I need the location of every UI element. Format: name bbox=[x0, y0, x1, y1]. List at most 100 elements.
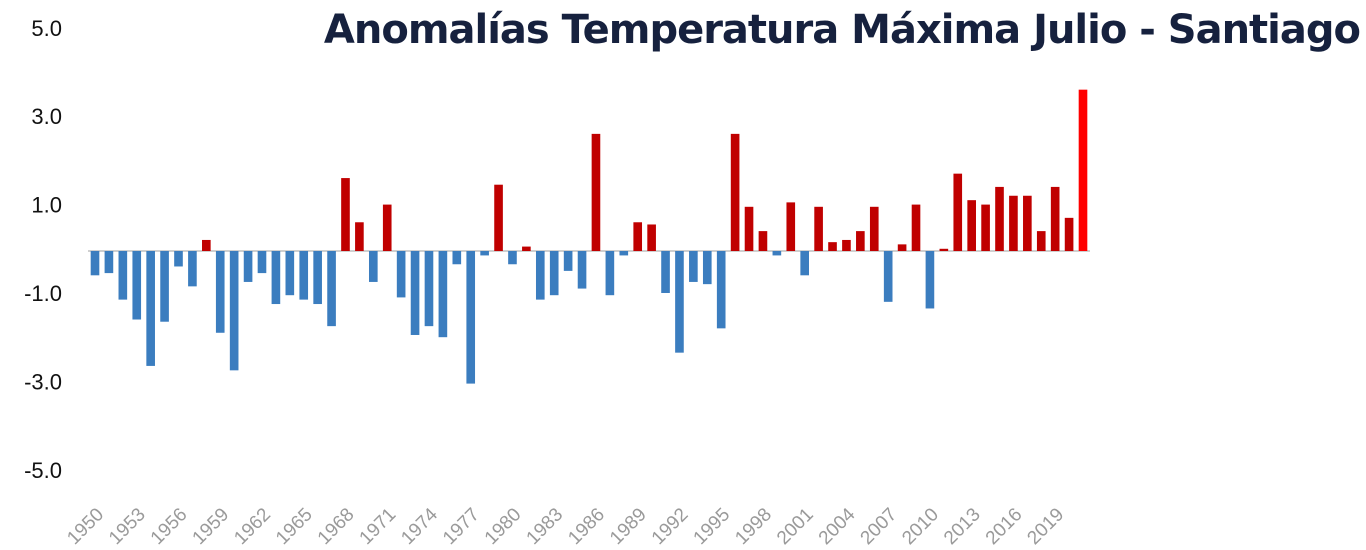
bar bbox=[188, 251, 197, 287]
x-tick-label: 1956 bbox=[147, 504, 192, 545]
x-tick-label: 1953 bbox=[105, 504, 150, 545]
bar bbox=[925, 251, 935, 309]
bar bbox=[995, 186, 1004, 251]
bar bbox=[967, 200, 976, 251]
bar bbox=[702, 251, 712, 285]
bar bbox=[452, 251, 462, 265]
bar bbox=[1036, 231, 1046, 251]
bar bbox=[368, 251, 378, 282]
bar bbox=[355, 222, 364, 251]
x-tick-label: 2004 bbox=[815, 504, 860, 545]
x-tick-label: 1992 bbox=[648, 504, 693, 545]
x-tick-label: 2019 bbox=[1024, 504, 1069, 545]
bar bbox=[563, 251, 573, 271]
x-tick-label: 1962 bbox=[230, 504, 275, 545]
bar bbox=[410, 251, 420, 335]
bar bbox=[438, 251, 448, 338]
bar bbox=[160, 251, 169, 322]
y-tick-label: 3.0 bbox=[31, 104, 62, 129]
y-tick-label: -5.0 bbox=[24, 458, 62, 483]
x-tick-label: 1974 bbox=[397, 504, 442, 545]
bar bbox=[1078, 89, 1088, 251]
bar bbox=[744, 206, 754, 251]
bar bbox=[633, 222, 643, 251]
bar bbox=[229, 251, 239, 371]
x-tick-label: 1983 bbox=[523, 504, 568, 545]
x-tick-label: 1989 bbox=[606, 504, 651, 545]
x-tick-label: 2013 bbox=[940, 504, 985, 545]
bar bbox=[243, 251, 253, 282]
bar bbox=[299, 251, 309, 300]
bar bbox=[939, 248, 949, 251]
bar bbox=[285, 251, 295, 296]
bar bbox=[424, 251, 434, 327]
x-tick-label: 1977 bbox=[439, 504, 484, 545]
bar bbox=[577, 251, 587, 289]
x-tick-label: 2007 bbox=[857, 504, 902, 545]
bar bbox=[549, 251, 559, 296]
bar bbox=[327, 251, 336, 327]
bar bbox=[981, 204, 990, 251]
bar bbox=[605, 251, 615, 296]
bar bbox=[508, 251, 517, 265]
bar bbox=[661, 251, 670, 293]
bar bbox=[118, 251, 128, 300]
x-tick-label: 1986 bbox=[564, 504, 609, 545]
bar bbox=[257, 251, 267, 274]
x-tick-label: 1995 bbox=[690, 504, 735, 545]
bar bbox=[814, 206, 823, 251]
y-tick-label: 1.0 bbox=[31, 193, 62, 218]
bar bbox=[842, 239, 851, 251]
bar bbox=[522, 246, 531, 251]
bar bbox=[132, 251, 142, 320]
bar bbox=[953, 173, 963, 251]
bar bbox=[202, 239, 211, 251]
bar bbox=[800, 251, 810, 276]
x-tick-label: 2010 bbox=[898, 504, 943, 545]
y-tick-label: -1.0 bbox=[24, 281, 62, 306]
bar bbox=[869, 206, 879, 251]
x-tick-label: 1965 bbox=[272, 504, 317, 545]
x-tick-label: 1968 bbox=[314, 504, 359, 545]
bar bbox=[174, 251, 183, 267]
bar bbox=[689, 251, 698, 282]
bar bbox=[619, 251, 629, 256]
bar bbox=[675, 251, 684, 353]
bar bbox=[341, 178, 350, 251]
bar bbox=[313, 251, 322, 305]
x-tick-label: 1959 bbox=[189, 504, 234, 545]
bar bbox=[535, 251, 545, 300]
x-tick-label: 1971 bbox=[356, 504, 401, 545]
x-tick-label: 1980 bbox=[481, 504, 526, 545]
x-tick-label: 1998 bbox=[731, 504, 776, 545]
bar bbox=[271, 251, 281, 305]
y-tick-label: -3.0 bbox=[24, 369, 62, 394]
bar bbox=[647, 224, 656, 251]
bar bbox=[1050, 186, 1060, 251]
bar bbox=[1023, 195, 1032, 251]
bar bbox=[1064, 217, 1074, 251]
bar bbox=[856, 231, 865, 251]
bar bbox=[772, 251, 782, 256]
bar bbox=[396, 251, 406, 298]
x-tick-label: 2001 bbox=[773, 504, 818, 545]
bar bbox=[828, 242, 837, 251]
bar bbox=[911, 204, 921, 251]
y-tick-label: 5.0 bbox=[31, 16, 62, 41]
bar bbox=[730, 133, 740, 251]
bar bbox=[591, 133, 601, 251]
x-tick-label: 1950 bbox=[63, 504, 108, 545]
bar bbox=[883, 251, 893, 302]
bar bbox=[716, 251, 726, 329]
x-tick-label: 2016 bbox=[982, 504, 1027, 545]
bar bbox=[466, 251, 476, 384]
bar bbox=[90, 251, 100, 276]
bar bbox=[494, 184, 503, 251]
bar bbox=[1009, 195, 1018, 251]
bar bbox=[104, 251, 114, 274]
chart-title: Anomalías Temperatura Máxima Julio - San… bbox=[324, 7, 1360, 53]
bar bbox=[382, 204, 392, 251]
bar bbox=[480, 251, 489, 256]
bar bbox=[786, 202, 796, 251]
